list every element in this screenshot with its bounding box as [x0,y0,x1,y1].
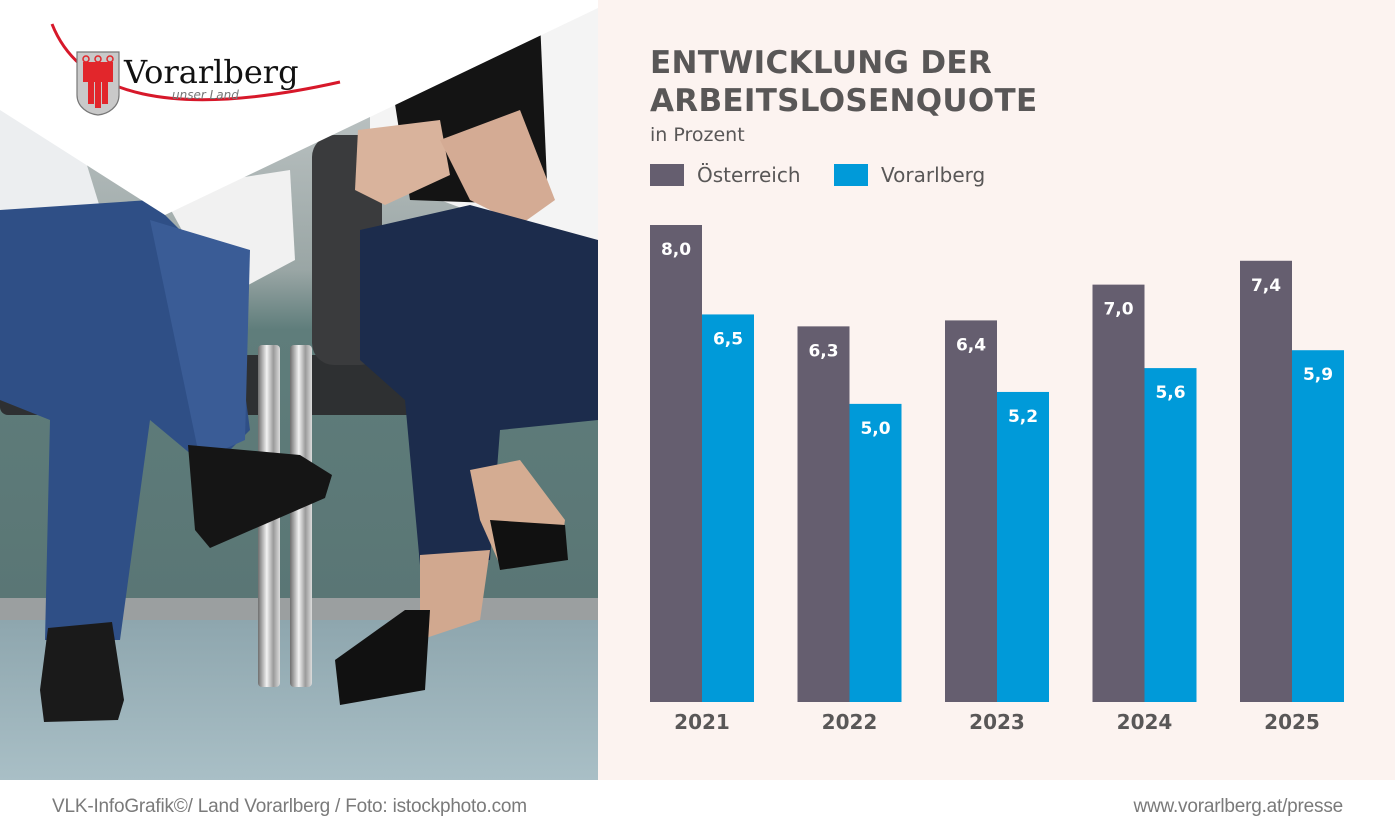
bar-group-2022: 6,3 5,0 2022 [797,326,902,734]
bar-vorarlberg-2023 [997,391,1049,702]
trousers-highlight [150,220,250,460]
coat-of-arms-banner [83,62,113,82]
x-tick-label-2024: 2024 [1117,710,1173,734]
data-label-vorarlberg-2023: 5,2 [1008,407,1038,427]
bar-oesterreich-2024 [1092,284,1145,702]
legend-swatch-vorarlberg [834,164,868,186]
shoe-raised [188,445,332,548]
bar-vorarlberg-2024 [1144,368,1197,702]
coat-of-arms-banner-tail [95,82,101,108]
chair-leg [290,345,312,687]
data-label-oesterreich-2022: 6,3 [808,341,838,361]
bar-group-2025: 7,4 5,9 2025 [1240,260,1344,734]
data-label-vorarlberg-2025: 5,9 [1303,365,1333,385]
data-label-vorarlberg-2022: 5,0 [860,419,890,439]
bar-vorarlberg-2025 [1292,350,1344,702]
chart-panel: ENTWICKLUNG DER ARBEITSLOSENQUOTE in Pro… [598,0,1395,780]
chart-title: ENTWICKLUNG DER ARBEITSLOSENQUOTE [650,44,1037,120]
coat-of-arms-banner-tail [88,82,94,104]
bar-oesterreich-2023 [945,320,997,702]
leg [420,550,490,640]
data-label-oesterreich-2024: 7,0 [1103,300,1133,320]
logo-tagline: unser Land [172,88,239,102]
x-tick-label-2021: 2021 [674,710,730,734]
bar-vorarlberg-2022 [849,403,902,702]
footer: VLK-InfoGrafik©/ Land Vorarlberg / Foto:… [0,780,1395,832]
shoe-ground [40,622,124,722]
bar-oesterreich-2021 [650,225,702,702]
coat-of-arms-ring [94,55,102,63]
footer-url[interactable]: www.vorarlberg.at/presse [1133,796,1343,817]
chart-title-line-2: ARBEITSLOSENQUOTE [650,83,1038,119]
legend-label-vorarlberg: Vorarlberg [881,163,986,187]
hand [355,120,450,205]
legend-item-oesterreich: Österreich [650,162,801,188]
logo-graphic: Vorarlberg unser Land [50,23,341,116]
data-label-vorarlberg-2024: 5,6 [1155,383,1185,403]
jeans [360,205,598,565]
legend-swatch-oesterreich [650,164,684,186]
data-label-vorarlberg-2021: 6,5 [713,329,743,349]
coat-of-arms-banner-tail [102,82,108,104]
background-photo [0,0,598,780]
high-heel-ground [335,610,430,705]
logo-swoosh [50,23,341,102]
legend-label-oesterreich: Österreich [697,163,801,187]
x-tick-label-2025: 2025 [1264,710,1320,734]
logo-overlay-shape [0,0,598,215]
coat-of-arms-ring [82,55,90,63]
photo-illustration [0,0,598,780]
hand [440,110,555,225]
shirt-sleeve [160,170,295,300]
bar-oesterreich-2022 [797,326,850,702]
legend-item-vorarlberg: Vorarlberg [834,162,985,188]
data-label-oesterreich-2023: 6,4 [956,335,986,355]
bar-vorarlberg-2021 [702,314,754,702]
coat-of-arms-ring [106,55,114,63]
chart-title-line-1: ENTWICKLUNG DER [650,45,993,81]
chart-subtitle: in Prozent [650,124,745,146]
bar-chart: 8,0 6,5 2021 6,3 5,0 2022 6,4 5,2 2023 7,0 5,6 2024… [650,225,1344,734]
high-heel-raised [490,520,568,570]
data-label-oesterreich-2025: 7,4 [1251,276,1281,296]
bar-group-2021: 8,0 6,5 2021 [650,225,754,734]
bar-group-2024: 7,0 5,6 2024 [1092,284,1197,734]
data-label-oesterreich-2021: 8,0 [661,240,691,260]
x-tick-label-2022: 2022 [822,710,878,734]
bar-group-2023: 6,4 5,2 2023 [945,320,1049,734]
vorarlberg-logo: Vorarlberg unser Land [0,0,360,134]
bar-oesterreich-2025 [1240,260,1292,702]
footer-credit: VLK-InfoGrafik©/ Land Vorarlberg / Foto:… [52,796,527,817]
x-tick-label-2023: 2023 [969,710,1025,734]
logo-wordmark: Vorarlberg [123,53,299,91]
